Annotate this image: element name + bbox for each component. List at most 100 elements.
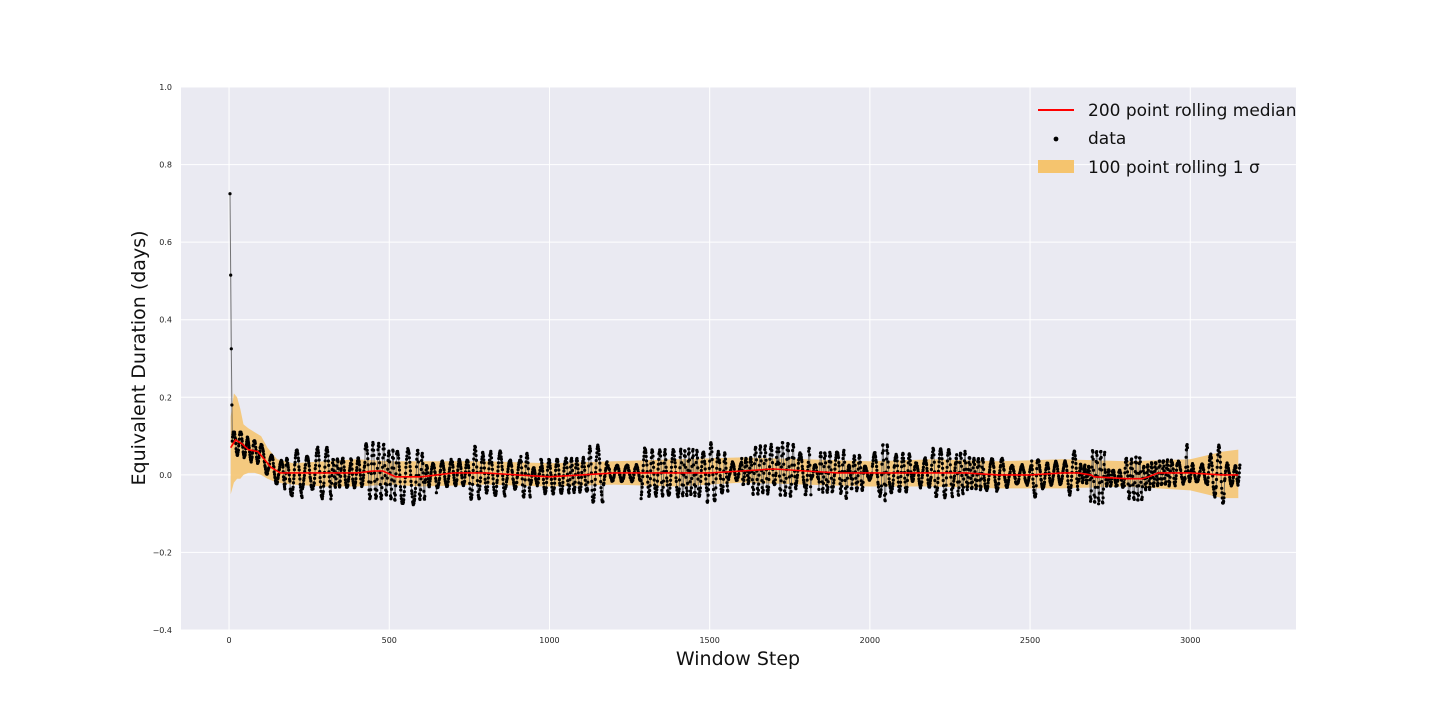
data-point (598, 468, 602, 472)
data-point (839, 489, 843, 493)
data-point (1222, 499, 1226, 503)
data-point (1095, 450, 1099, 454)
data-point (1074, 466, 1078, 470)
x-tick-label: 2500 (1020, 636, 1040, 645)
data-point (456, 468, 460, 472)
data-point (875, 468, 879, 472)
legend-band-label: 100 point rolling 1 σ (1088, 158, 1260, 178)
data-point (564, 457, 569, 461)
data-point (1093, 495, 1097, 499)
data-point (292, 473, 296, 477)
data-point (1008, 470, 1012, 474)
data-point (829, 468, 833, 472)
data-point (711, 480, 715, 484)
x-tick-label: 0 (227, 636, 232, 645)
data-point (1066, 479, 1070, 483)
data-point (1123, 466, 1127, 470)
data-point (665, 476, 669, 480)
data-point (645, 463, 649, 467)
data-point (314, 463, 318, 467)
data-point (940, 452, 944, 456)
data-point (710, 457, 714, 462)
data-point (761, 488, 765, 492)
data-point (1139, 470, 1143, 474)
data-point (631, 478, 635, 482)
data-point (1093, 500, 1097, 504)
data-point (373, 479, 377, 483)
data-point (1051, 473, 1056, 477)
data-point (736, 475, 740, 479)
data-point (794, 483, 798, 488)
data-point (970, 480, 975, 484)
data-point (408, 469, 412, 473)
data-point (243, 453, 247, 457)
data-point (1128, 491, 1132, 495)
data-point (845, 485, 849, 489)
data-point (376, 448, 380, 452)
data-point (766, 488, 770, 492)
data-point (770, 453, 774, 457)
data-point (262, 452, 266, 456)
data-point (694, 453, 699, 457)
data-point (537, 477, 541, 481)
data-point (313, 476, 317, 480)
data-point (463, 479, 467, 483)
data-point (787, 465, 791, 469)
data-point (548, 466, 553, 470)
data-point (375, 466, 379, 470)
data-point (964, 467, 968, 471)
data-point (664, 469, 669, 473)
data-point (582, 465, 587, 469)
data-point (1210, 468, 1214, 472)
data-point (410, 495, 414, 499)
data-point (583, 474, 587, 479)
data-point (1138, 460, 1142, 464)
data-point (1071, 456, 1075, 461)
data-point (550, 481, 554, 485)
data-point (713, 493, 718, 497)
data-point (237, 437, 241, 441)
data-point (1093, 485, 1097, 489)
data-point (1139, 490, 1143, 494)
data-point (519, 454, 523, 459)
data-point (1152, 484, 1156, 488)
data-point (398, 473, 402, 477)
data-point (552, 486, 556, 490)
data-point (770, 461, 775, 465)
data-point (231, 435, 235, 439)
data-point (1017, 477, 1021, 481)
y-tick-label: 0.2 (159, 393, 172, 402)
data-point (809, 493, 813, 497)
data-point (413, 494, 417, 498)
data-point (547, 458, 552, 462)
data-point (374, 494, 378, 498)
data-point (1137, 484, 1141, 488)
data-point (573, 480, 577, 484)
data-point (365, 445, 369, 449)
data-point (573, 485, 577, 489)
data-point (748, 466, 752, 470)
data-point (779, 465, 784, 469)
data-point (702, 454, 706, 458)
data-point (454, 482, 458, 486)
data-point (771, 473, 775, 477)
data-point (903, 476, 907, 480)
data-point (881, 443, 885, 447)
data-point (307, 461, 311, 465)
data-point (672, 454, 677, 458)
data-point (683, 449, 687, 453)
y-tick-label: −0.2 (153, 548, 172, 557)
data-point (1174, 474, 1178, 478)
data-point (272, 470, 276, 474)
data-point (1222, 496, 1226, 500)
data-point (699, 468, 703, 473)
data-point (438, 476, 442, 480)
data-point (1060, 476, 1064, 481)
data-point (1161, 467, 1165, 471)
data-point (861, 480, 865, 484)
data-point (1112, 470, 1116, 474)
data-point (807, 446, 811, 451)
data-point (1210, 461, 1214, 465)
data-point (762, 471, 766, 475)
data-point (307, 464, 311, 468)
